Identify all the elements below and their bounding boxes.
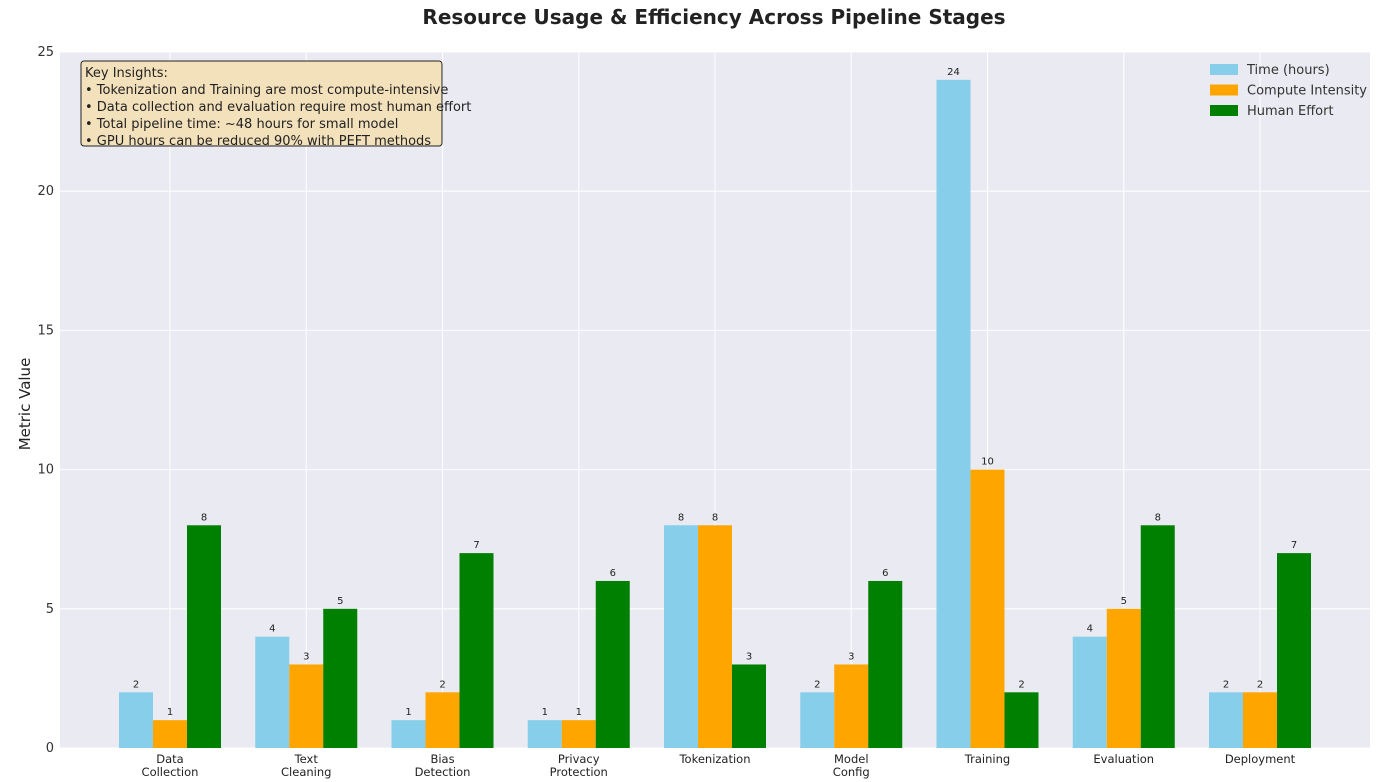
x-tick-label: Text Cleaning — [281, 752, 331, 779]
bar-value-label: 8 — [1155, 512, 1161, 523]
legend-swatch — [1210, 64, 1238, 75]
bar — [1140, 525, 1175, 748]
legend-label: Compute Intensity — [1247, 84, 1367, 99]
bar-value-label: 3 — [848, 651, 854, 662]
bar — [834, 664, 869, 748]
y-axis-ticks: 0 5 10 15 20 25 — [37, 45, 54, 756]
bar — [595, 580, 630, 748]
bar-value-label: 4 — [269, 624, 275, 635]
bar-value-label: 2 — [439, 679, 445, 690]
bar-value-label: 3 — [746, 651, 752, 662]
bar-value-label: 7 — [1291, 540, 1297, 551]
bar-value-label: 7 — [473, 540, 479, 551]
bar-value-label: 1 — [542, 707, 548, 718]
bar — [732, 664, 766, 748]
bar — [527, 720, 562, 748]
bar — [970, 469, 1005, 748]
bar-value-label: 8 — [678, 512, 684, 523]
bar — [289, 664, 324, 748]
bar-value-label: 3 — [303, 651, 309, 662]
bar-value-label: 24 — [947, 67, 960, 78]
bar — [323, 608, 358, 748]
bar — [425, 692, 460, 748]
bar — [391, 720, 426, 748]
key-insights-line: Key Insights: — [85, 66, 168, 81]
y-tick-label: 0 — [46, 741, 54, 756]
bar — [255, 636, 290, 748]
bar-value-label: 2 — [1223, 679, 1229, 690]
bar — [1209, 692, 1243, 748]
y-axis-label: Metric Value — [16, 358, 34, 451]
x-tick-label: Deployment — [1225, 752, 1296, 766]
bar-value-label: 10 — [981, 457, 994, 468]
bar-value-label: 1 — [167, 707, 173, 718]
bar — [1243, 692, 1277, 748]
legend: Time (hours) Compute Intensity Human Effor… — [1210, 63, 1367, 119]
bar — [561, 720, 596, 748]
bar-value-label: 2 — [133, 679, 139, 690]
x-tick-label: Model Config — [833, 752, 870, 779]
y-tick-label: 15 — [37, 323, 54, 338]
y-tick-label: 5 — [46, 602, 54, 617]
bar — [936, 79, 971, 749]
bar-value-label: 5 — [1121, 596, 1127, 607]
bar-value-label: 5 — [337, 596, 343, 607]
y-tick-label: 25 — [37, 45, 54, 60]
x-tick-label: Training — [964, 752, 1010, 766]
bar — [187, 525, 221, 748]
bar-value-label: 4 — [1087, 624, 1093, 635]
bar-value-label: 2 — [1257, 679, 1263, 690]
x-tick-label: Tokenization — [678, 752, 750, 766]
legend-swatch — [1210, 105, 1238, 116]
bar — [664, 525, 698, 748]
bar — [1106, 608, 1141, 748]
legend-swatch — [1210, 84, 1238, 96]
bar-value-label: 2 — [1018, 679, 1024, 690]
key-insights-line: • Total pipeline time: ~48 hours for sma… — [85, 117, 398, 132]
y-tick-label: 10 — [37, 463, 54, 478]
x-tick-label: Evaluation — [1093, 752, 1154, 766]
y-tick-label: 20 — [37, 184, 54, 199]
key-insights-line: • Data collection and evaluation require… — [85, 100, 471, 115]
key-insights-line: • GPU hours can be reduced 90% with PEFT… — [85, 134, 431, 149]
bar — [153, 720, 187, 748]
bar — [119, 692, 153, 748]
bar-value-label: 8 — [712, 512, 718, 523]
bar-value-label: 8 — [201, 512, 207, 523]
bars — [119, 79, 1311, 749]
key-insights-line: • Tokenization and Training are most com… — [85, 83, 448, 98]
bar-value-label: 6 — [610, 568, 616, 579]
x-tick-label: Data Collection — [142, 752, 199, 779]
x-tick-label: Privacy Protection — [550, 752, 608, 779]
bar-value-label: 2 — [814, 679, 820, 690]
x-tick-label: Bias Detection — [415, 752, 471, 779]
bar-value-label: 6 — [882, 568, 888, 579]
bar — [459, 553, 494, 748]
key-insights-background — [80, 60, 443, 147]
legend-label: Time (hours) — [1246, 63, 1330, 78]
x-axis-ticks: Data Collection Text Cleaning Bias Detection P… — [142, 752, 1296, 779]
bar-value-label: 1 — [576, 707, 582, 718]
legend-label: Human Effort — [1247, 104, 1334, 119]
bar — [868, 580, 903, 748]
bar — [1072, 636, 1107, 748]
bar — [698, 525, 732, 748]
bar-value-label: 1 — [405, 707, 411, 718]
bar — [1277, 553, 1311, 748]
bar — [800, 692, 835, 748]
chart-title: Resource Usage & Efficiency Across Pipel… — [422, 5, 1005, 29]
key-insights-box: Key Insights: • Tokenization and Training… — [80, 60, 471, 149]
bar — [1004, 692, 1039, 748]
